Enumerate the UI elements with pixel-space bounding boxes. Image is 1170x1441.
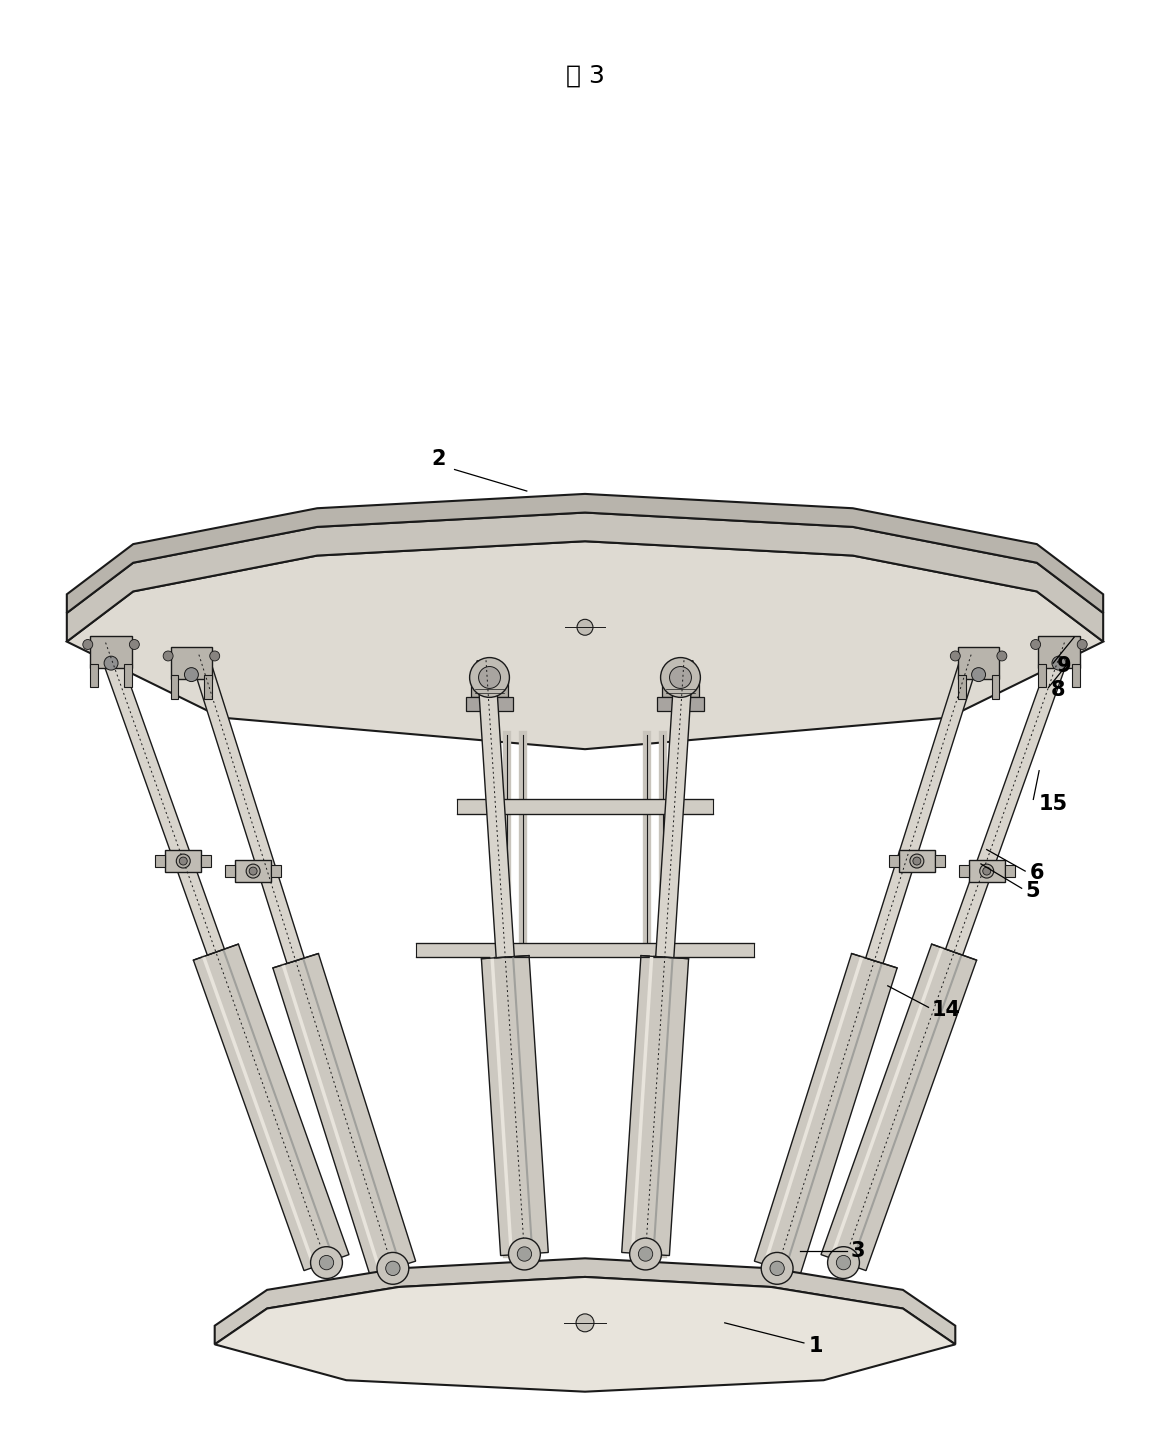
Circle shape xyxy=(517,1246,531,1261)
Bar xyxy=(235,860,271,882)
Polygon shape xyxy=(67,513,1103,641)
Polygon shape xyxy=(67,542,1103,749)
Circle shape xyxy=(577,620,593,635)
Text: 8: 8 xyxy=(1051,680,1065,700)
Polygon shape xyxy=(866,650,980,964)
Bar xyxy=(90,635,132,667)
Circle shape xyxy=(950,651,961,661)
Polygon shape xyxy=(945,638,1073,955)
Bar xyxy=(90,664,98,687)
Bar xyxy=(899,850,935,872)
Text: 1: 1 xyxy=(808,1336,823,1356)
Circle shape xyxy=(629,1238,661,1270)
Text: 14: 14 xyxy=(932,1000,961,1020)
Circle shape xyxy=(997,651,1007,661)
Circle shape xyxy=(386,1261,400,1275)
Bar xyxy=(889,855,899,867)
Text: 5: 5 xyxy=(1025,880,1040,901)
Bar xyxy=(969,860,1005,882)
Bar xyxy=(1072,664,1080,687)
Circle shape xyxy=(509,1238,541,1270)
Bar xyxy=(271,865,281,878)
Circle shape xyxy=(827,1246,860,1278)
Circle shape xyxy=(377,1252,408,1284)
Polygon shape xyxy=(481,955,549,1255)
Bar xyxy=(958,647,999,679)
Circle shape xyxy=(910,855,924,867)
Bar xyxy=(661,676,700,697)
Circle shape xyxy=(576,1314,594,1331)
Polygon shape xyxy=(821,944,977,1271)
Circle shape xyxy=(1052,656,1066,670)
Polygon shape xyxy=(193,944,349,1271)
Circle shape xyxy=(310,1246,343,1278)
Text: 2: 2 xyxy=(432,450,446,470)
Circle shape xyxy=(913,857,921,865)
Bar xyxy=(958,674,965,699)
Polygon shape xyxy=(215,1258,955,1344)
Bar xyxy=(205,674,212,699)
Polygon shape xyxy=(417,942,753,957)
Polygon shape xyxy=(215,1277,955,1392)
Bar xyxy=(165,850,201,872)
Polygon shape xyxy=(621,955,689,1255)
Bar xyxy=(935,855,944,867)
Bar xyxy=(470,676,509,697)
Bar xyxy=(171,674,179,699)
Polygon shape xyxy=(97,638,225,955)
Circle shape xyxy=(983,867,991,875)
Circle shape xyxy=(669,667,691,689)
Bar xyxy=(466,697,514,712)
Bar xyxy=(1038,664,1046,687)
Bar xyxy=(959,865,969,878)
Polygon shape xyxy=(457,800,713,814)
Circle shape xyxy=(104,656,118,670)
Polygon shape xyxy=(477,660,515,958)
Text: 6: 6 xyxy=(1030,863,1045,882)
Bar xyxy=(171,647,212,679)
Bar xyxy=(201,855,211,867)
Bar xyxy=(226,865,235,878)
Circle shape xyxy=(639,1246,653,1261)
Bar xyxy=(156,855,165,867)
Polygon shape xyxy=(755,954,897,1275)
Circle shape xyxy=(319,1255,333,1270)
Polygon shape xyxy=(67,494,1103,612)
Circle shape xyxy=(1078,640,1087,650)
Circle shape xyxy=(83,640,92,650)
Bar xyxy=(1005,865,1014,878)
Circle shape xyxy=(979,865,993,878)
Bar xyxy=(1038,635,1080,667)
Circle shape xyxy=(971,667,985,682)
Circle shape xyxy=(246,865,260,878)
Circle shape xyxy=(661,657,701,697)
Circle shape xyxy=(163,651,173,661)
Circle shape xyxy=(770,1261,784,1275)
Bar xyxy=(991,674,999,699)
Circle shape xyxy=(469,657,509,697)
Text: 3: 3 xyxy=(851,1241,865,1261)
Polygon shape xyxy=(190,650,304,964)
Circle shape xyxy=(209,651,220,661)
Circle shape xyxy=(185,667,199,682)
Text: 图 3: 图 3 xyxy=(565,63,605,86)
Circle shape xyxy=(249,867,257,875)
Circle shape xyxy=(1031,640,1040,650)
Circle shape xyxy=(177,855,191,867)
Circle shape xyxy=(130,640,139,650)
Circle shape xyxy=(762,1252,793,1284)
Bar xyxy=(656,697,704,712)
Polygon shape xyxy=(655,660,693,958)
Text: 9: 9 xyxy=(1057,656,1072,676)
Circle shape xyxy=(179,857,187,865)
Polygon shape xyxy=(273,954,415,1275)
Text: 15: 15 xyxy=(1039,794,1068,814)
Bar xyxy=(124,664,132,687)
Circle shape xyxy=(479,667,501,689)
Circle shape xyxy=(837,1255,851,1270)
